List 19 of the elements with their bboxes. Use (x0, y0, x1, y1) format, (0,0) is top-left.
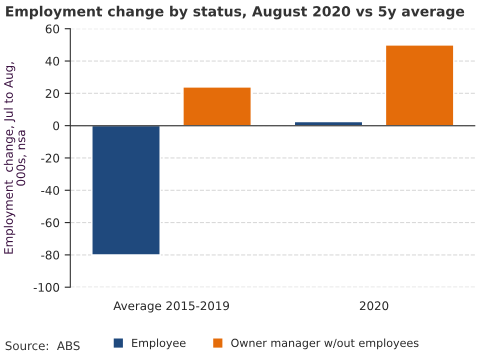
y-tick-label: -40 (41, 186, 60, 195)
y-tick-label: -100 (34, 282, 60, 292)
chart-title: Employment change by status, August 2020 vs 5y average (6, 6, 464, 20)
x-tick-label: Average 2015-2019 (113, 301, 230, 313)
y-tick-label: -60 (41, 218, 60, 228)
y-tick-label: 20 (46, 89, 60, 98)
y-tick-label: 60 (46, 24, 60, 34)
y-tick-label: -20 (41, 154, 60, 163)
bar (182, 86, 252, 126)
bar (91, 124, 161, 256)
y-tick-label: 40 (45, 56, 60, 66)
y-axis-title: Employment change, Jul to Aug, 000s, nsa (4, 62, 26, 254)
bar (384, 44, 454, 126)
y-tick-label: -80 (41, 250, 60, 260)
legend-label: Employee (132, 338, 186, 350)
y-tick-label: 0 (53, 121, 60, 130)
source-note: Source: ABS (6, 341, 80, 350)
legend-label: Owner manager w/out employees (231, 338, 419, 350)
x-tick-label: 2020 (360, 301, 388, 310)
